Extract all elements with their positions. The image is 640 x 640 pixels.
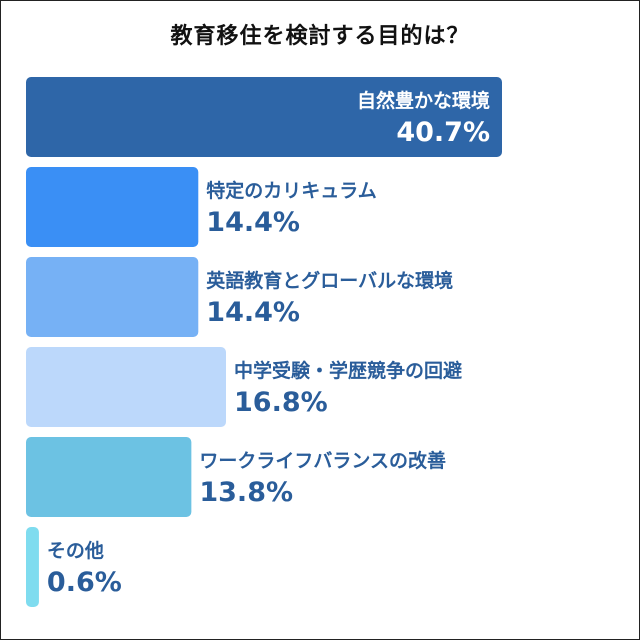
category-label-3: 中学受験・学歴競争の回避 [234,359,462,382]
bar-4 [26,437,192,517]
value-label-5: 0.6% [47,567,122,598]
bar-2 [26,257,199,337]
category-label-2: 英語教育とグローバルな環境 [206,269,453,292]
value-label-2: 14.4% [206,297,300,328]
category-label-5: その他 [47,539,104,562]
bar-1 [26,167,199,247]
category-label-4: ワークライフバランスの改善 [199,449,446,472]
bar-0 [26,77,502,157]
category-label-1: 特定のカリキュラム [206,179,376,202]
value-label-4: 13.8% [199,477,293,508]
category-label-0: 自然豊かな環境 [357,89,490,112]
chart-title: 教育移住を検討する目的は？ [170,24,470,49]
value-label-3: 16.8% [234,387,328,418]
value-label-1: 14.4% [206,207,300,238]
bar-5 [26,527,39,607]
bar-3 [26,347,227,427]
value-label-0: 40.7% [396,117,490,148]
